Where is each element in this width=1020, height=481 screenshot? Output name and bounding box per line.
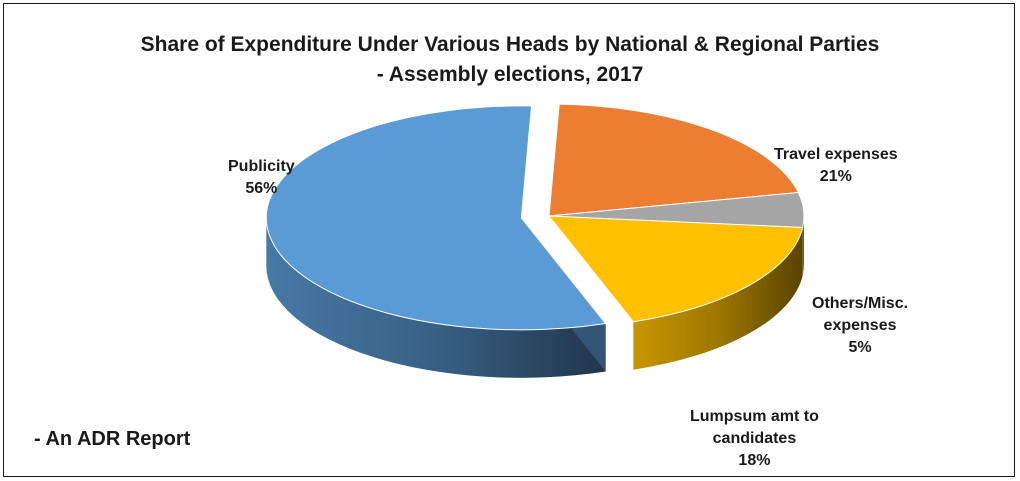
slice-label-publicity-pct: 56% [245,180,278,197]
pie-slice-top [547,215,804,323]
slice-label-others-line-1: Others/Misc. [812,295,909,312]
pie-slice-side [633,227,803,370]
slice-label-lumpsum: Lumpsum amt to candidates 18% [690,406,819,472]
slice-label-others-line-2: expenses [823,317,897,334]
slice-label-others-pct: 5% [848,339,872,356]
slice-label-travel: Travel expenses 21% [774,144,898,188]
chart-frame: Share of Expenditure Under Various Heads… [3,3,1015,477]
slice-label-lumpsum-line-1: Lumpsum amt to [690,408,819,425]
chart-title-line-2: - Assembly elections, 2017 [376,63,644,86]
slice-label-lumpsum-line-2: candidates [712,430,797,447]
source-note: - An ADR Report [34,428,191,450]
slice-label-publicity-line-1: Publicity [228,158,295,175]
slice-label-travel-line-1: Travel expenses [774,146,898,163]
pie-slice-side [266,217,606,378]
pie-slice-top [265,105,607,331]
pie-slice-top [548,103,800,217]
chart-title-line-1: Share of Expenditure Under Various Heads… [140,33,880,56]
pie-slice-side [802,216,804,276]
slice-label-lumpsum-pct: 18% [738,452,771,469]
slice-label-travel-pct: 21% [819,168,852,185]
chart-title: Share of Expenditure Under Various Heads… [4,30,1016,90]
pie-chart [265,103,805,378]
slice-label-publicity: Publicity 56% [228,156,295,200]
slice-label-others: Others/Misc. expenses 5% [812,293,908,359]
